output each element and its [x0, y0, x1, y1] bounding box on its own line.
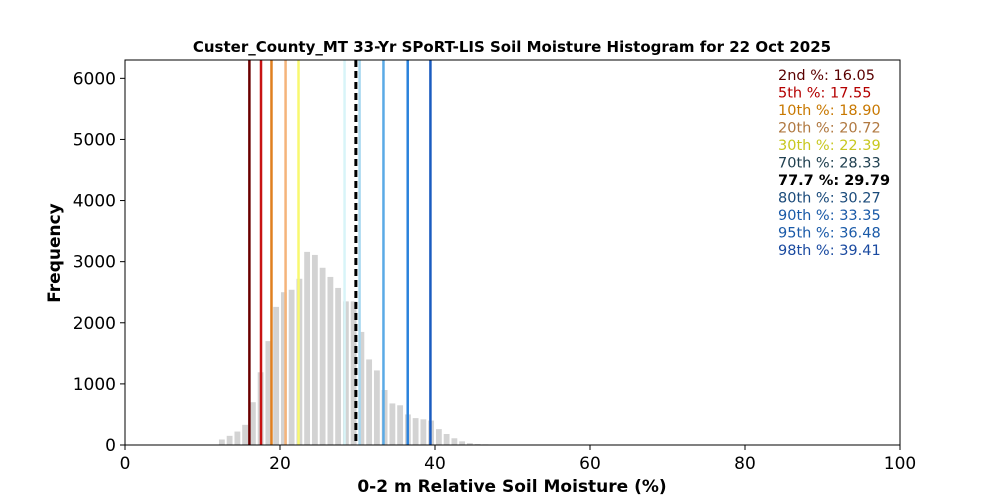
histogram-bar [358, 331, 365, 445]
percentile-label: 90th %: 33.35 [778, 208, 881, 224]
histogram-bar [342, 301, 349, 445]
x-tick-label: 0 [120, 454, 131, 474]
y-axis-ticks: 0 1000 2000 3000 4000 5000 6000 [73, 69, 125, 456]
histogram-bar [335, 287, 342, 445]
histogram-bar [234, 431, 241, 445]
percentile-label: 70th %: 28.33 [778, 156, 881, 172]
histogram-bar [389, 403, 396, 445]
chart-title: Custer_County_MT 33-Yr SPoRT-LIS Soil Mo… [193, 38, 831, 56]
percentile-label: 95th %: 36.48 [778, 226, 881, 242]
histogram-bar [218, 439, 225, 445]
histogram-bar [397, 405, 404, 445]
histogram-bar [373, 370, 380, 445]
percentile-label: 2nd %: 16.05 [778, 68, 875, 84]
histogram-bars [218, 251, 489, 445]
plot-frame [124, 59, 901, 446]
histogram-bar [319, 267, 326, 445]
histogram-bar [265, 341, 272, 445]
y-tick-label: 1000 [73, 375, 116, 395]
histogram-bar [412, 418, 419, 445]
percentile-label: 5th %: 17.55 [778, 86, 872, 102]
percentile-label: 98th %: 39.41 [778, 243, 881, 259]
y-tick-label: 5000 [73, 130, 116, 150]
x-tick-label: 20 [269, 454, 291, 474]
x-axis-ticks: 0 20 40 60 80 100 [120, 445, 916, 474]
x-tick-label: 100 [884, 454, 916, 474]
histogram-bar [327, 276, 334, 445]
y-tick-label: 6000 [73, 69, 116, 89]
histogram-bar [273, 306, 280, 445]
y-tick-label: 4000 [73, 192, 116, 212]
percentile-lines [248, 60, 432, 445]
histogram-bar [350, 301, 357, 445]
histogram-bar [226, 435, 233, 445]
histogram-bar [451, 438, 458, 445]
x-axis-label: 0-2 m Relative Soil Moisture (%) [357, 477, 666, 497]
percentile-label: 30th %: 22.39 [778, 138, 881, 154]
x-tick-label: 80 [734, 454, 756, 474]
x-tick-label: 60 [579, 454, 601, 474]
histogram-bar [466, 443, 473, 445]
y-tick-label: 2000 [73, 314, 116, 334]
percentile-label: 77.7 %: 29.79 [778, 173, 890, 189]
y-axis-label: Frequency [45, 203, 65, 303]
histogram-bar [249, 402, 256, 445]
histogram-bar [459, 441, 466, 445]
y-tick-label: 0 [105, 436, 116, 456]
percentile-label: 20th %: 20.72 [778, 121, 881, 137]
percentile-label: 10th %: 18.90 [778, 103, 881, 119]
histogram-bar [420, 419, 427, 445]
histogram-bar [242, 424, 249, 445]
histogram-bar [366, 359, 373, 445]
histogram-bar [288, 289, 295, 445]
x-tick-label: 40 [424, 454, 446, 474]
histogram-bar [311, 254, 318, 445]
histogram-bar [435, 429, 442, 445]
y-tick-label: 3000 [73, 253, 116, 273]
percentile-label: 80th %: 30.27 [778, 191, 881, 207]
histogram-bar [280, 292, 287, 445]
histogram-bar [304, 251, 311, 445]
histogram-bar [443, 434, 450, 445]
